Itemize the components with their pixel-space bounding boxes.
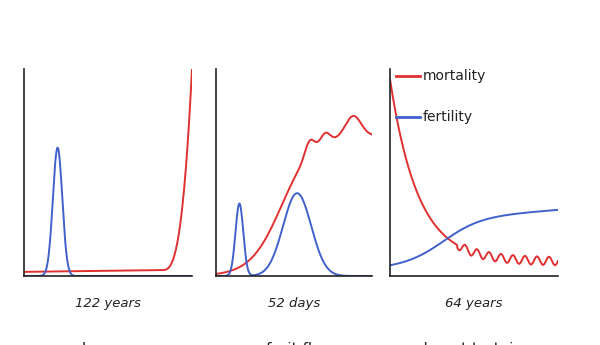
Text: desert tortoise: desert tortoise [418, 342, 530, 345]
Text: fruit fly: fruit fly [266, 342, 322, 345]
Text: 64 years: 64 years [445, 297, 503, 310]
Text: 52 days: 52 days [268, 297, 320, 310]
Text: mortality: mortality [423, 69, 487, 83]
Text: 122 years: 122 years [75, 297, 141, 310]
Text: fertility: fertility [423, 110, 473, 124]
Text: human: human [82, 342, 134, 345]
